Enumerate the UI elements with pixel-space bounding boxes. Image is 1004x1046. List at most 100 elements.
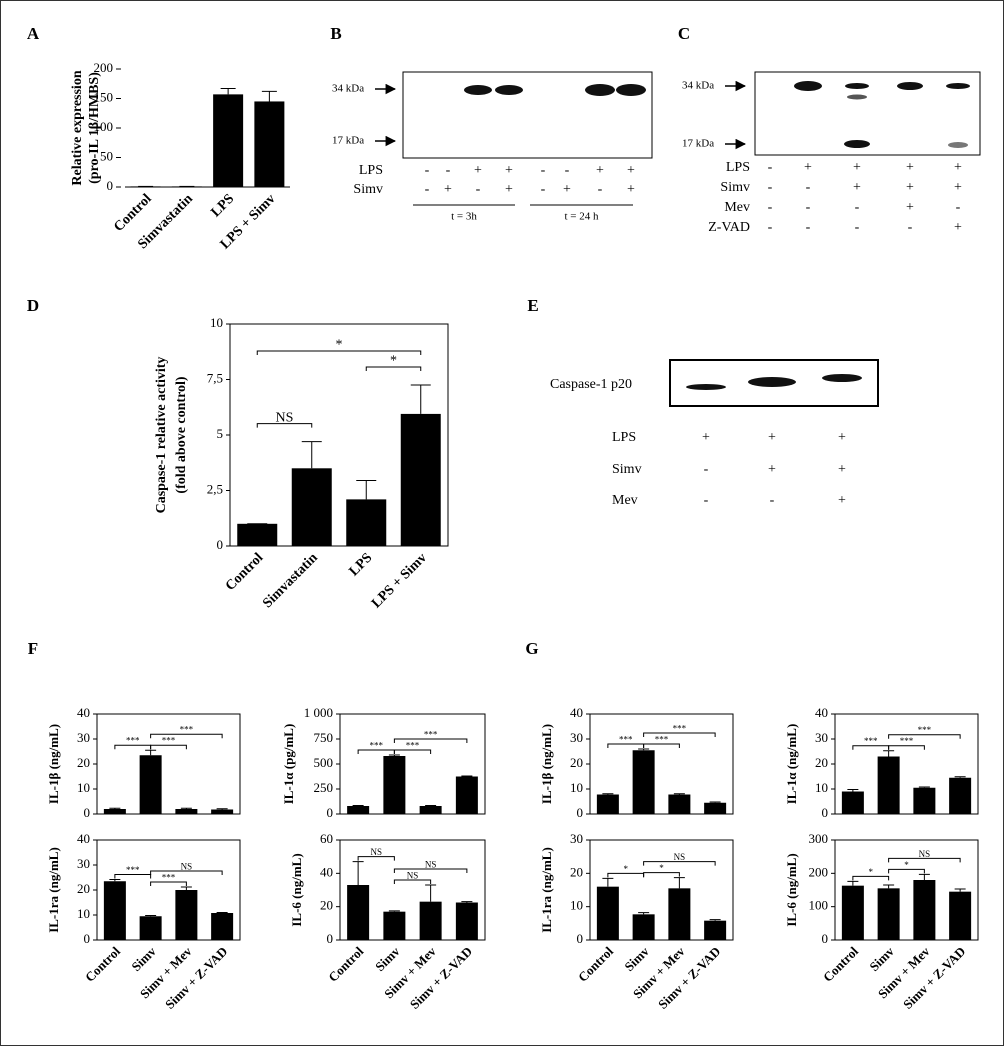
significance-label: NS [407, 870, 419, 880]
significance-bracket [888, 868, 925, 874]
row-label: Simv [720, 180, 750, 195]
significance-bracket [393, 738, 468, 743]
y-tick-label: 10 [815, 780, 828, 795]
size-marker: Caspase-1 p20 [550, 377, 632, 392]
error-bar [709, 919, 721, 921]
significance-label: *** [180, 725, 194, 735]
y-axis-label: IL-1ra (ng/mL) [46, 847, 61, 933]
row-label: LPS [359, 163, 383, 178]
error-bar [847, 789, 859, 792]
bar [632, 750, 655, 814]
error-bar [883, 750, 895, 757]
bar [841, 791, 864, 814]
error-bar [145, 749, 157, 756]
size-marker: 17 kDa [332, 135, 364, 147]
panel-letter: B [330, 24, 341, 43]
significance-label: * [869, 867, 874, 877]
bar [237, 523, 278, 546]
bar [841, 885, 864, 940]
significance-bracket [150, 733, 223, 739]
y-tick-label: 20 [570, 864, 583, 879]
treatment-sign: - [541, 182, 546, 197]
error-bar [602, 877, 614, 887]
y-tick-label: 0 [107, 178, 114, 193]
error-bar [261, 90, 277, 102]
y-axis-label: IL-1β (ng/mL) [46, 724, 61, 804]
significance-bracket [114, 874, 152, 879]
treatment-sign: + [505, 163, 513, 178]
y-tick-label: 200 [809, 864, 829, 879]
significance-bracket [256, 423, 313, 428]
significance-label: *** [619, 734, 633, 744]
treatment-sign: - [806, 220, 811, 235]
bar [213, 94, 244, 187]
y-axis-label: Caspase-1 relative activity [154, 357, 169, 514]
bar [455, 902, 478, 940]
treatment-sign: + [838, 430, 846, 445]
error-bar [216, 912, 228, 913]
significance-label: NS [276, 410, 294, 425]
y-axis-label: IL-1α (ng/mL) [784, 724, 799, 805]
panel-letter: E [527, 296, 538, 315]
y-tick-label: 20 [77, 881, 90, 896]
y-axis-label: (fold above control) [174, 376, 189, 494]
error-bar [352, 861, 364, 885]
treatment-sign: + [906, 200, 914, 215]
error-bar [954, 888, 966, 892]
significance-label: * [904, 860, 909, 870]
bar [596, 794, 619, 814]
significance-label: NS [181, 861, 193, 871]
treatment-sign: - [768, 180, 773, 195]
treatment-sign: + [954, 180, 962, 195]
y-tick-label: 200 [94, 60, 114, 75]
row-label: Mev [612, 493, 638, 508]
plot-frame [339, 839, 486, 941]
error-bar [388, 910, 400, 912]
bar [211, 913, 234, 940]
treatment-sign: + [444, 182, 452, 197]
treatment-sign: + [627, 163, 635, 178]
y-axis-label: IL-6 (ng/mL) [289, 853, 304, 926]
bar [175, 809, 198, 814]
treatment-sign: + [768, 430, 776, 445]
bar [704, 802, 727, 814]
treatment-sign: - [956, 200, 961, 215]
y-tick-label: 40 [320, 864, 333, 879]
treatment-sign: - [704, 462, 709, 477]
error-bar [425, 805, 437, 806]
row-label: Z-VAD [708, 220, 750, 235]
significance-bracket [643, 872, 680, 877]
significance-label: * [624, 864, 629, 874]
significance-label: NS [919, 849, 931, 859]
treatment-sign: + [627, 182, 635, 197]
bar [913, 787, 936, 814]
y-tick-label: 250 [314, 780, 334, 795]
y-tick-label: 30 [570, 831, 583, 846]
treatment-sign: + [474, 163, 482, 178]
y-tick-label: 100 [809, 898, 829, 913]
significance-bracket [256, 350, 422, 356]
bar [175, 890, 198, 940]
significance-label: *** [900, 736, 914, 746]
treatment-sign: + [954, 220, 962, 235]
group-label: t = 24 h [564, 211, 599, 223]
treatment-sign: - [598, 182, 603, 197]
treatment-sign: - [476, 182, 481, 197]
treatment-sign: - [565, 163, 570, 178]
treatment-sign: + [563, 182, 571, 197]
treatment-sign: + [838, 462, 846, 477]
y-tick-label: 30 [570, 730, 583, 745]
significance-label: * [659, 863, 664, 873]
treatment-sign: + [853, 180, 861, 195]
y-tick-label: 2,5 [207, 481, 223, 496]
row-label: LPS [726, 160, 750, 175]
y-tick-label: 0 [822, 805, 829, 820]
error-bar [461, 775, 473, 777]
significance-label: *** [406, 740, 420, 750]
y-axis-label: (pro-IL 1β/HMBS) [87, 72, 102, 184]
y-axis-label: IL-1β (ng/mL) [539, 724, 554, 804]
significance-bracket [643, 861, 716, 866]
y-tick-label: 100 [94, 119, 114, 134]
treatment-sign: + [906, 180, 914, 195]
